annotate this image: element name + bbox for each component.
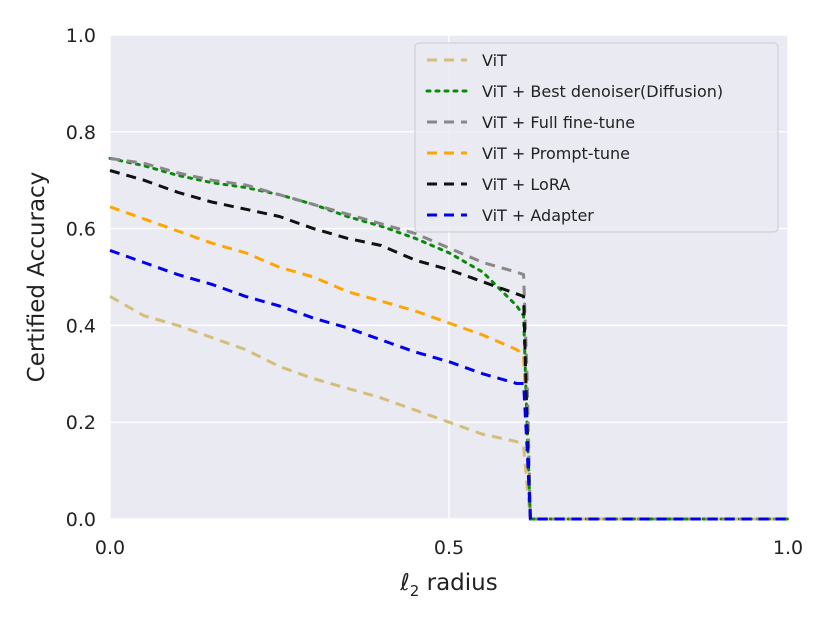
series-line-1 xyxy=(108,156,790,521)
data-series xyxy=(108,156,790,521)
y-tick-label: 0.6 xyxy=(66,219,96,241)
y-tick-label: 0.8 xyxy=(66,122,96,144)
legend: ViT ViT + Best denoiser(Diffusion) ViT + F… xyxy=(414,42,779,233)
y-tick-label: 0.4 xyxy=(66,315,96,337)
legend-label-0: ViT xyxy=(482,51,507,70)
legend-box xyxy=(414,42,779,233)
legend-label-3: ViT + Prompt-tune xyxy=(482,144,630,163)
y-axis-label: Certified Accuracy xyxy=(24,172,50,383)
legend-label-5: ViT + Adapter xyxy=(482,206,594,225)
x-axis-label-subscript: 2 xyxy=(410,582,420,600)
legend-label-1: ViT + Best denoiser(Diffusion) xyxy=(482,82,723,101)
x-tick-label: 0.0 xyxy=(95,537,125,559)
x-axis-label: ℓ2 radius xyxy=(399,570,497,600)
x-tick-label: 1.0 xyxy=(773,537,803,559)
tick-labels: 0.0 0.2 0.4 0.6 0.8 1.0 0.0 0.5 1.0 xyxy=(66,25,803,559)
series-line-3 xyxy=(109,205,788,521)
legend-label-2: ViT + Full fine-tune xyxy=(482,113,635,132)
legend-label-4: ViT + LoRA xyxy=(482,175,570,194)
x-axis-label-ell: ℓ xyxy=(399,570,410,596)
y-tick-label: 0.2 xyxy=(66,412,96,434)
x-tick-label: 0.5 xyxy=(434,537,464,559)
y-tick-label: 0.0 xyxy=(66,509,96,531)
y-tick-label: 1.0 xyxy=(66,25,96,47)
x-axis-label-text: radius xyxy=(419,570,497,596)
series-line-5 xyxy=(109,248,788,521)
